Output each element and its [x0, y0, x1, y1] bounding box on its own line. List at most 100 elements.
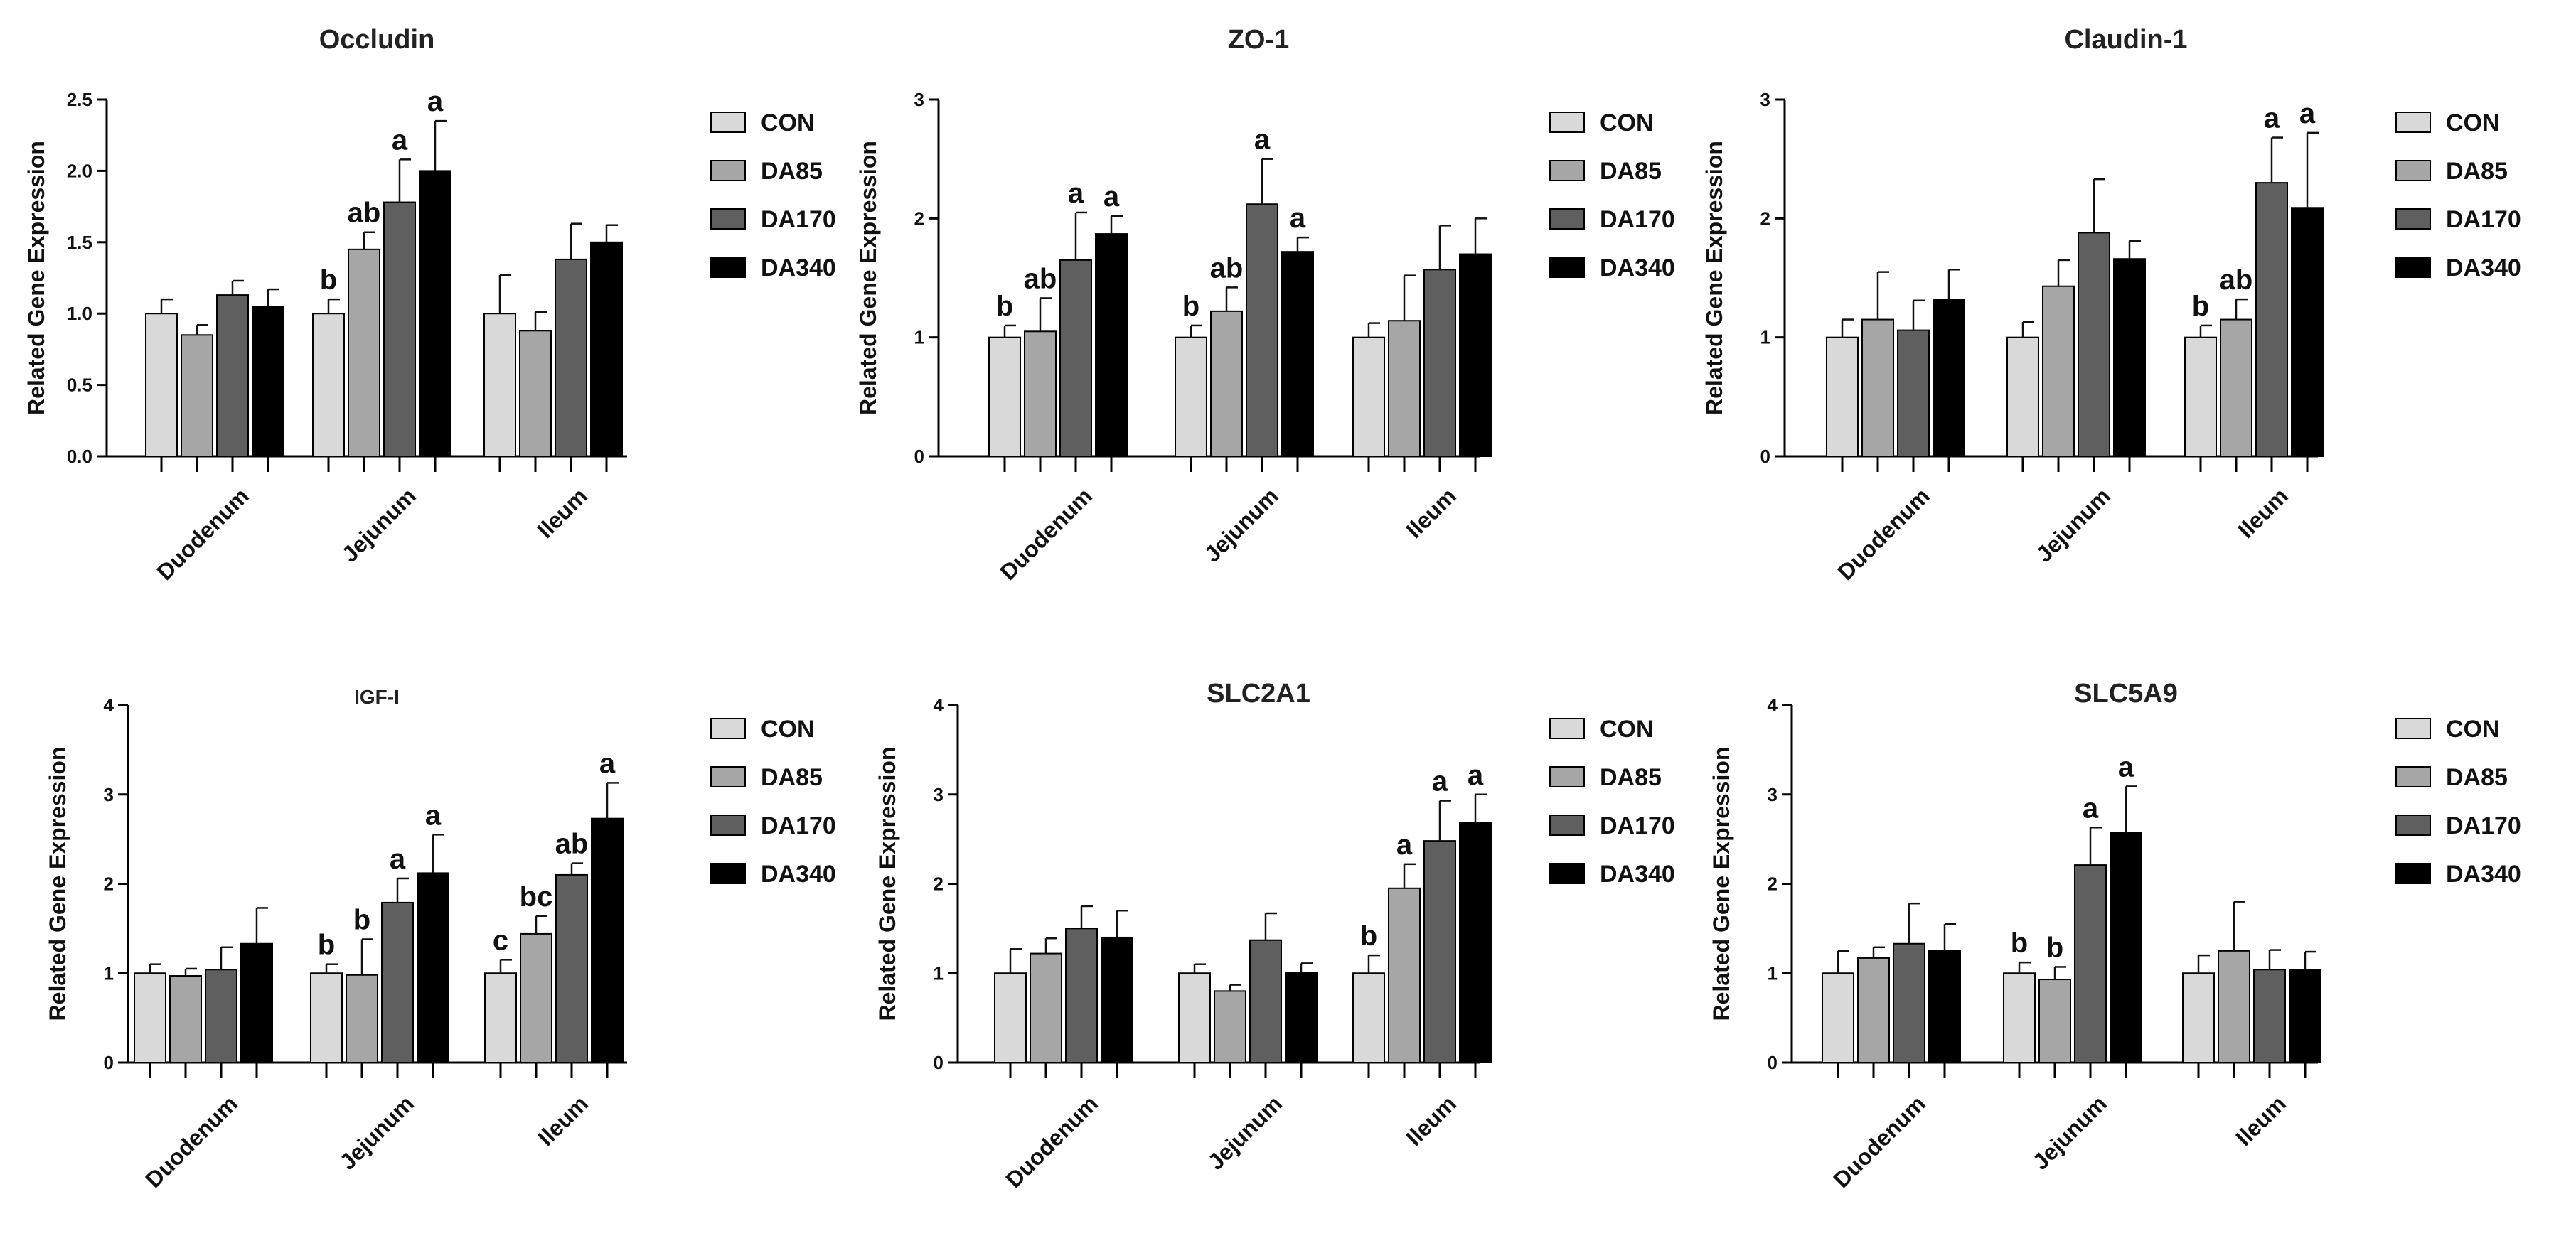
y-tick-label: 1	[914, 327, 924, 348]
x-category-label: Duodenum	[140, 1090, 242, 1193]
y-tick-label: 4	[1768, 694, 1778, 716]
bar-da85	[2220, 318, 2252, 458]
x-category-label: Duodenum	[1828, 1090, 1930, 1193]
legend-label: CON	[1600, 109, 1654, 136]
bar-da340	[1281, 251, 1314, 457]
significance-label: ab	[1210, 252, 1244, 284]
bar-da340	[1095, 233, 1128, 457]
bar-con	[1822, 972, 1854, 1063]
significance-label: a	[1103, 181, 1120, 213]
legend-swatch	[2395, 718, 2431, 739]
chart-panel-occludin: Occludin Related Gene Expression 0.0 0.5 1.0…	[23, 25, 836, 585]
significance-label: a	[1290, 203, 1306, 234]
bar-da340	[252, 306, 284, 457]
legend-swatch	[710, 112, 746, 133]
y-tick-label: 1	[1768, 962, 1778, 984]
y-tick-label: 3	[104, 784, 114, 805]
significance-label: b	[2011, 928, 2028, 959]
significance-label: a	[2083, 792, 2099, 824]
bar-da340	[2113, 258, 2146, 457]
legend-label: DA85	[1600, 764, 1662, 791]
chart-title: SLC2A1	[1207, 679, 1310, 709]
legend-label: CON	[1600, 716, 1654, 743]
bar-da85	[181, 334, 213, 457]
legend-swatch	[2395, 766, 2431, 787]
legend-swatch	[1549, 257, 1585, 278]
y-tick-label: 2	[934, 873, 944, 895]
y-tick-label: 1	[1760, 327, 1770, 348]
bar-con	[312, 313, 345, 458]
bar-da170	[555, 258, 587, 457]
bar-da170	[1246, 203, 1278, 457]
legend-swatch	[710, 766, 746, 787]
y-tick-label: 1	[104, 962, 114, 984]
legend-swatch	[2395, 208, 2431, 230]
legend-swatch	[2395, 815, 2431, 836]
significance-label: a	[1432, 766, 1448, 797]
legend-label: DA170	[761, 206, 836, 233]
bar-da340	[1459, 822, 1492, 1063]
chart-panel-slc2a1: SLC2A1 Related Gene Expression 0 1 2 3 4 Duoden…	[875, 679, 1675, 1193]
significance-label: b	[2046, 932, 2063, 963]
y-tick-label: 0	[914, 446, 924, 467]
y-tick-label: 2	[104, 873, 114, 895]
bar-con	[1178, 972, 1211, 1063]
bar-con	[145, 313, 178, 458]
y-tick-label: 0	[1760, 446, 1770, 467]
bar-da170	[2255, 182, 2288, 457]
significance-label: a	[1068, 178, 1084, 209]
significance-label: bc	[520, 881, 553, 913]
y-axis-label: Related Gene Expression	[875, 747, 900, 1021]
legend-label: CON	[2446, 716, 2500, 743]
chart-title: IGF-I	[354, 686, 400, 708]
x-category-label: Ileum	[2230, 1090, 2291, 1151]
bar-da170	[1893, 942, 1925, 1063]
significance-label: b	[320, 264, 337, 296]
significance-label: a	[2264, 103, 2280, 134]
legend-label: DA170	[2446, 206, 2521, 233]
bar-da340	[1101, 936, 1133, 1063]
x-category-label: Ileum	[533, 1090, 593, 1151]
bar-da340	[1928, 950, 1961, 1063]
legend-label: DA340	[1600, 861, 1675, 888]
bar-da85	[2218, 950, 2250, 1063]
bar-da340	[2110, 832, 2142, 1063]
bar-da85	[519, 330, 552, 457]
bar-da170	[1423, 840, 1456, 1063]
significance-label: a	[1396, 829, 1413, 861]
bar-da170	[1423, 269, 1456, 457]
bar-da85	[1210, 310, 1243, 457]
bar-con	[994, 972, 1027, 1063]
legend-swatch	[1549, 815, 1585, 836]
x-category-label: Ileum	[2233, 483, 2293, 543]
legend-label: DA85	[1600, 158, 1662, 185]
chart-panel-slc5a9: SLC5A9 Related Gene Expression 0 1 2 3 4 Duoden…	[1709, 679, 2521, 1193]
bar-da85	[1388, 887, 1421, 1063]
bar-con	[134, 972, 166, 1063]
y-axis-label: Related Gene Expression	[45, 747, 70, 1021]
y-tick-label: 2.5	[67, 89, 92, 110]
y-axis-label: Related Gene Expression	[1701, 141, 1727, 415]
significance-label: ab	[555, 829, 589, 860]
bar-con	[1352, 336, 1385, 457]
bar-da85	[1214, 990, 1246, 1064]
x-category-label: Duodenum	[1000, 1090, 1103, 1193]
x-category-label: Jejunum	[334, 1090, 418, 1174]
bar-da85	[1024, 330, 1057, 457]
chart-title: SLC5A9	[2074, 679, 2178, 709]
chart-panel-igf-i: IGF-I Related Gene Expression 0 1 2 3 4 Duodenu…	[45, 686, 836, 1193]
y-tick-label: 0.0	[67, 446, 92, 467]
bar-da85	[2038, 979, 2071, 1063]
y-tick-label: 3	[1768, 784, 1778, 805]
y-tick-label: 2.0	[67, 160, 92, 181]
legend-label: DA340	[761, 254, 836, 281]
bar-da170	[2253, 969, 2286, 1063]
legend-label: DA340	[2446, 254, 2521, 281]
bar-da340	[590, 241, 623, 457]
bar-da85	[2042, 285, 2075, 458]
x-category-label: Jejunum	[2031, 483, 2115, 566]
bar-da340	[417, 872, 449, 1064]
legend-swatch	[2395, 863, 2431, 884]
y-tick-label: 0.5	[67, 375, 92, 396]
